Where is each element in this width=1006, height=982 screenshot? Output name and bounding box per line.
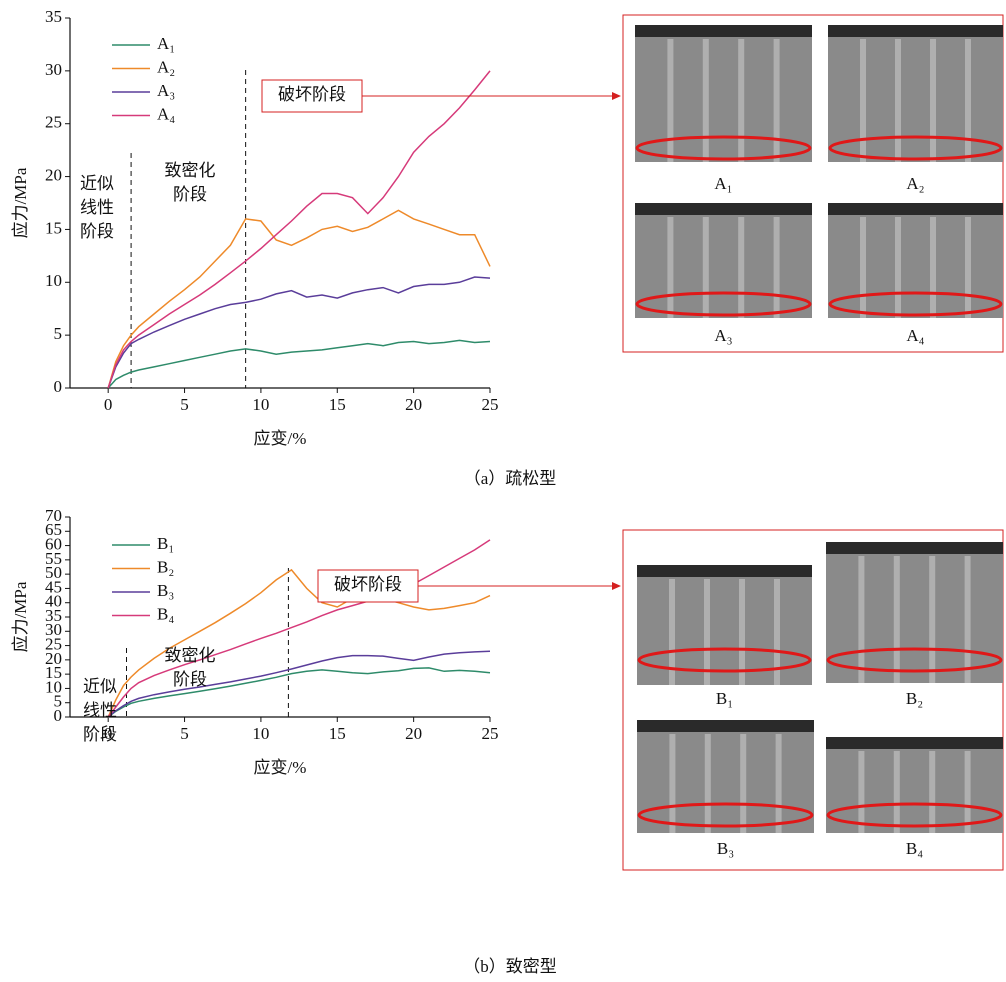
y-axis-label: 应力/MPa: [11, 581, 30, 652]
y-tick-label: 35: [45, 7, 62, 26]
photo-top-plate: [826, 542, 1003, 554]
stage-label: 致密化: [165, 161, 216, 180]
photo-label: A₃: [714, 326, 732, 345]
arrow-head: [612, 92, 621, 100]
photo-top-plate: [637, 720, 814, 732]
legend-label: B₂: [157, 557, 174, 576]
photo-top-plate: [826, 737, 1003, 749]
photo-label: B₁: [716, 689, 733, 708]
callout-label: 破坏阶段: [278, 85, 346, 104]
caption: （b）致密型: [463, 957, 557, 976]
photo-top-plate: [635, 25, 812, 37]
y-axis-label: 应力/MPa: [11, 167, 30, 238]
photo-label: A₁: [714, 174, 732, 193]
photo: [826, 554, 1003, 683]
y-tick-label: 0: [54, 377, 63, 396]
photo: [828, 215, 1003, 318]
stage-label: 线性: [83, 701, 117, 720]
y-tick-label: 5: [54, 324, 63, 343]
photo-label: A₂: [906, 174, 924, 193]
stage-label: 近似: [83, 677, 117, 696]
x-axis-label: 应变/%: [254, 429, 307, 448]
photo: [828, 37, 1003, 162]
callout-label: 破坏阶段: [334, 575, 402, 594]
photo-label: A₄: [906, 326, 924, 345]
photo: [635, 37, 812, 162]
series-line: [108, 277, 490, 388]
x-tick-label: 10: [252, 724, 269, 743]
legend-label: B₁: [157, 534, 174, 553]
stage-label: 阶段: [80, 222, 114, 241]
x-tick-label: 20: [405, 395, 422, 414]
series-line: [108, 210, 490, 388]
x-tick-label: 5: [180, 724, 189, 743]
x-tick-label: 15: [329, 395, 346, 414]
y-tick-label: 20: [45, 165, 62, 184]
x-axis-label: 应变/%: [254, 758, 307, 777]
legend-label: A₁: [157, 34, 175, 53]
legend-label: B₃: [157, 581, 174, 600]
y-tick-label: 25: [45, 113, 62, 132]
x-tick-label: 20: [405, 724, 422, 743]
x-tick-label: 25: [482, 395, 499, 414]
photo: [637, 732, 814, 833]
stage-label: 阶段: [173, 670, 207, 689]
photo-label: B₂: [906, 689, 923, 708]
caption: （a）疏松型: [464, 469, 557, 488]
photo-top-plate: [637, 565, 812, 577]
stage-label: 近似: [80, 174, 114, 193]
x-tick-label: 5: [180, 395, 189, 414]
photo: [826, 749, 1003, 833]
x-tick-label: 10: [252, 395, 269, 414]
y-tick-label: 30: [45, 60, 62, 79]
photo-top-plate: [828, 203, 1003, 215]
x-tick-label: 0: [104, 395, 113, 414]
photo-top-plate: [828, 25, 1003, 37]
stage-label: 线性: [80, 198, 114, 217]
stage-label: 阶段: [83, 725, 117, 744]
figure: 0 5 10 15 20 25 30 35 0 5 10 15 20 25 应变/% 应力/MPa （a）疏松型…: [0, 0, 1006, 982]
y-tick-label: 15: [45, 218, 62, 237]
legend-label: A₃: [157, 81, 175, 100]
y-tick-label: 70: [45, 506, 62, 525]
series-line: [108, 340, 490, 388]
photo-label: B₃: [717, 839, 734, 858]
legend-label: B₄: [157, 604, 174, 623]
photo-top-plate: [635, 203, 812, 215]
stage-label: 致密化: [165, 646, 216, 665]
x-tick-label: 15: [329, 724, 346, 743]
y-tick-label: 10: [45, 271, 62, 290]
x-tick-label: 25: [482, 724, 499, 743]
legend-label: A₂: [157, 57, 175, 76]
legend-label: A₄: [157, 104, 175, 123]
photo: [635, 215, 812, 318]
stage-label: 阶段: [173, 185, 207, 204]
photo-label: B₄: [906, 839, 923, 858]
arrow-head: [612, 582, 621, 590]
